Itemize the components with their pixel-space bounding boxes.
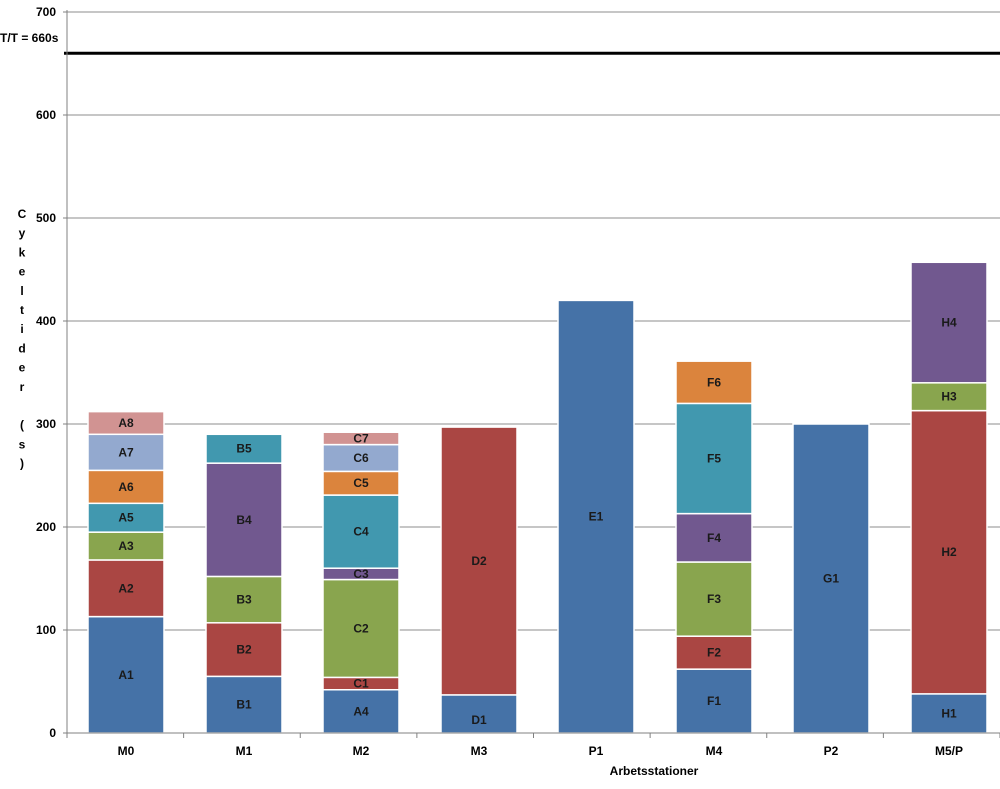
x-tick-label-m5-p: M5/P bbox=[935, 744, 963, 758]
bar-segment-label-a7: A7 bbox=[118, 445, 134, 459]
x-tick-label-p2: P2 bbox=[824, 744, 839, 758]
bar-segment-label-a6: A6 bbox=[118, 480, 134, 494]
y-tick-label-0: 0 bbox=[49, 726, 56, 740]
bar-segment-label-a3: A3 bbox=[118, 539, 134, 553]
bar-segment-c4 bbox=[322, 494, 400, 569]
bar-segment-label-h3: H3 bbox=[941, 390, 957, 404]
bar-segment-f6 bbox=[675, 360, 753, 405]
x-tick-label-m0: M0 bbox=[118, 744, 135, 758]
y-tick-label-200: 200 bbox=[36, 520, 56, 534]
axes bbox=[63, 10, 1000, 738]
bar-segment-label-f2: F2 bbox=[707, 646, 721, 660]
bar-segment-label-e1: E1 bbox=[589, 510, 604, 524]
bar-segment-label-b1: B1 bbox=[236, 698, 252, 712]
y-tick-label-600: 600 bbox=[36, 108, 56, 122]
bar-segment-label-f6: F6 bbox=[707, 375, 721, 389]
bar-stack-m0: A1 A2 A3 A5 A6 A7 A8 bbox=[87, 410, 165, 734]
bar-segment-label-a1: A1 bbox=[118, 668, 134, 682]
y-tick-label-700: 700 bbox=[36, 5, 56, 19]
bar-segment-label-a2: A2 bbox=[118, 581, 134, 595]
bar-segment-label-b2: B2 bbox=[236, 643, 252, 657]
bar-segment-h4 bbox=[910, 261, 988, 384]
x-tick-label-m2: M2 bbox=[353, 744, 370, 758]
bar-segment-a3 bbox=[87, 531, 165, 561]
bar-segment-a5 bbox=[87, 502, 165, 533]
bar-segment-label-f1: F1 bbox=[707, 694, 721, 708]
bar-segment-label-h4: H4 bbox=[941, 316, 957, 330]
bar-segment-h3 bbox=[910, 382, 988, 412]
bar-segment-label-h2: H2 bbox=[941, 545, 957, 559]
bar-segment-h2 bbox=[910, 409, 988, 695]
bar-segment-label-h1: H1 bbox=[941, 706, 957, 720]
x-tick-label-m4: M4 bbox=[706, 744, 723, 758]
bar-segment-label-c6: C6 bbox=[353, 451, 369, 465]
bar-segment-label-c2: C2 bbox=[353, 621, 369, 635]
bar-segment-label-d1: D1 bbox=[471, 713, 487, 727]
bar-segment-f5 bbox=[675, 402, 753, 515]
takt-time-label: T/T = 660s bbox=[0, 31, 59, 45]
bar-segment-a4 bbox=[322, 688, 400, 734]
y-tick-label-100: 100 bbox=[36, 623, 56, 637]
bar-segment-g1 bbox=[792, 423, 870, 734]
bar-segment-label-f4: F4 bbox=[707, 531, 721, 545]
bar-segment-label-d2: D2 bbox=[471, 554, 487, 568]
bar-segment-label-g1: G1 bbox=[823, 572, 839, 586]
bar-stack-m4: F1 F2 F3 F4 F5 F6 bbox=[675, 360, 753, 734]
x-tick-label-m1: M1 bbox=[236, 744, 253, 758]
y-tick-label-400: 400 bbox=[36, 314, 56, 328]
bar-stack-p1: E1 bbox=[557, 299, 635, 734]
bar-segment-a6 bbox=[87, 469, 165, 505]
reference-line-group: T/T = 660s bbox=[0, 31, 1000, 55]
x-tick-label-p1: P1 bbox=[589, 744, 604, 758]
bar-segment-label-c7: C7 bbox=[353, 431, 369, 445]
bar-segment-label-c3: C3 bbox=[353, 567, 369, 581]
bar-segment-b1 bbox=[205, 675, 283, 734]
bar-segment-f2 bbox=[675, 635, 753, 670]
bar-segment-h1 bbox=[910, 693, 988, 734]
bar-segment-b2 bbox=[205, 622, 283, 678]
bar-stack-p2: G1 bbox=[792, 423, 870, 734]
bar-segment-label-a5: A5 bbox=[118, 511, 134, 525]
bar-stack-m3: D1 D2 bbox=[440, 426, 518, 734]
bar-stack-m1: B1 B2 B3 B4 B5 bbox=[205, 433, 283, 734]
x-axis-title: Arbetsstationer bbox=[610, 764, 699, 778]
bar-segment-b5 bbox=[205, 433, 283, 464]
bar-segment-label-c5: C5 bbox=[353, 476, 369, 490]
bar-segment-a7 bbox=[87, 433, 165, 472]
y-tick-label-500: 500 bbox=[36, 211, 56, 225]
bar-segment-c2 bbox=[322, 578, 400, 679]
bar-stack-m5-p: H1 H2 H3 H4 bbox=[910, 261, 988, 734]
axis-labels: 0 100 200 300 400 500 600 700 M0 M1 M2 M3 P1 M4 P2 M5/P… bbox=[18, 5, 963, 778]
y-tick-label-300: 300 bbox=[36, 417, 56, 431]
bar-stack-m2: A4 C1 C2 C3 C4 C5 C6 C7 bbox=[322, 431, 400, 734]
bar-segment-b4 bbox=[205, 462, 283, 578]
bar-segment-e1 bbox=[557, 299, 635, 734]
bar-segment-a8 bbox=[87, 410, 165, 436]
bar-segment-label-c1: C1 bbox=[353, 677, 369, 691]
bar-segment-label-b3: B3 bbox=[236, 593, 252, 607]
bars: A1 A2 A3 A5 A6 A7 A8 B1 B2 B3 B4 B5 A4 C1 C2 C3 C4 C5 C6 C7… bbox=[87, 261, 988, 734]
bar-segment-a2 bbox=[87, 559, 165, 618]
bar-segment-label-a8: A8 bbox=[118, 416, 134, 430]
bar-segment-c6 bbox=[322, 443, 400, 473]
bar-segment-d2 bbox=[440, 426, 518, 696]
bar-segment-f4 bbox=[675, 512, 753, 563]
bar-segment-label-a4: A4 bbox=[353, 704, 369, 718]
bar-segment-label-f5: F5 bbox=[707, 452, 721, 466]
bar-segment-label-b4: B4 bbox=[236, 513, 252, 527]
bar-segment-f3 bbox=[675, 561, 753, 637]
x-tick-label-m3: M3 bbox=[471, 744, 488, 758]
bar-segment-label-c4: C4 bbox=[353, 525, 369, 539]
bar-segment-label-f3: F3 bbox=[707, 592, 721, 606]
bar-segment-label-b5: B5 bbox=[236, 442, 252, 456]
bar-segment-c7 bbox=[322, 431, 400, 446]
bar-segment-b3 bbox=[205, 575, 283, 624]
